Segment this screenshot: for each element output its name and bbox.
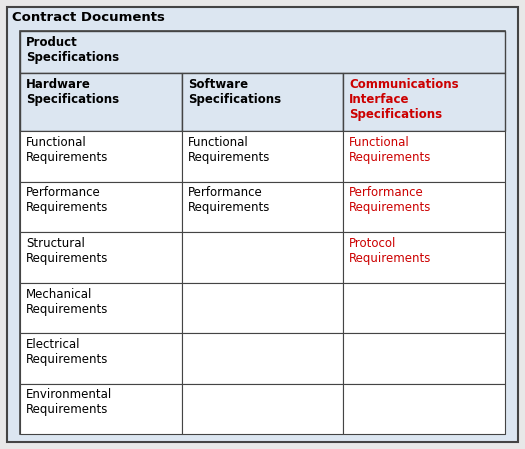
Bar (182, 383, 343, 434)
Bar (182, 73, 343, 131)
Text: Functional
Requirements: Functional Requirements (349, 136, 432, 164)
Text: Performance
Requirements: Performance Requirements (187, 186, 270, 215)
Bar (343, 282, 505, 333)
Bar (20, 232, 182, 282)
Text: Protocol
Requirements: Protocol Requirements (349, 237, 432, 265)
Bar (182, 131, 343, 181)
Bar (20, 131, 182, 181)
Bar (343, 131, 505, 181)
Text: Contract Documents: Contract Documents (12, 11, 165, 24)
Bar (182, 333, 343, 383)
Text: Performance
Requirements: Performance Requirements (26, 186, 108, 215)
Bar (20, 282, 182, 333)
Text: Performance
Requirements: Performance Requirements (349, 186, 432, 215)
Bar (182, 181, 343, 232)
Bar (343, 333, 505, 383)
Text: Structural
Requirements: Structural Requirements (26, 237, 108, 265)
Text: Software
Specifications: Software Specifications (187, 78, 281, 106)
Bar (20, 383, 182, 434)
Text: Communications
Interface
Specifications: Communications Interface Specifications (349, 78, 459, 121)
Text: Functional
Requirements: Functional Requirements (26, 136, 108, 164)
Bar (20, 31, 505, 73)
Text: Functional
Requirements: Functional Requirements (187, 136, 270, 164)
Bar (343, 73, 505, 131)
Bar (343, 383, 505, 434)
Bar (343, 232, 505, 282)
Bar (182, 232, 343, 282)
Text: Electrical
Requirements: Electrical Requirements (26, 338, 108, 366)
Text: Mechanical
Requirements: Mechanical Requirements (26, 287, 108, 316)
Bar (20, 333, 182, 383)
Text: Hardware
Specifications: Hardware Specifications (26, 78, 119, 106)
Bar (20, 181, 182, 232)
Text: Product
Specifications: Product Specifications (26, 36, 119, 64)
Bar (20, 73, 182, 131)
Bar (20, 31, 505, 434)
Bar (343, 181, 505, 232)
Bar (182, 282, 343, 333)
Text: Environmental
Requirements: Environmental Requirements (26, 388, 112, 417)
